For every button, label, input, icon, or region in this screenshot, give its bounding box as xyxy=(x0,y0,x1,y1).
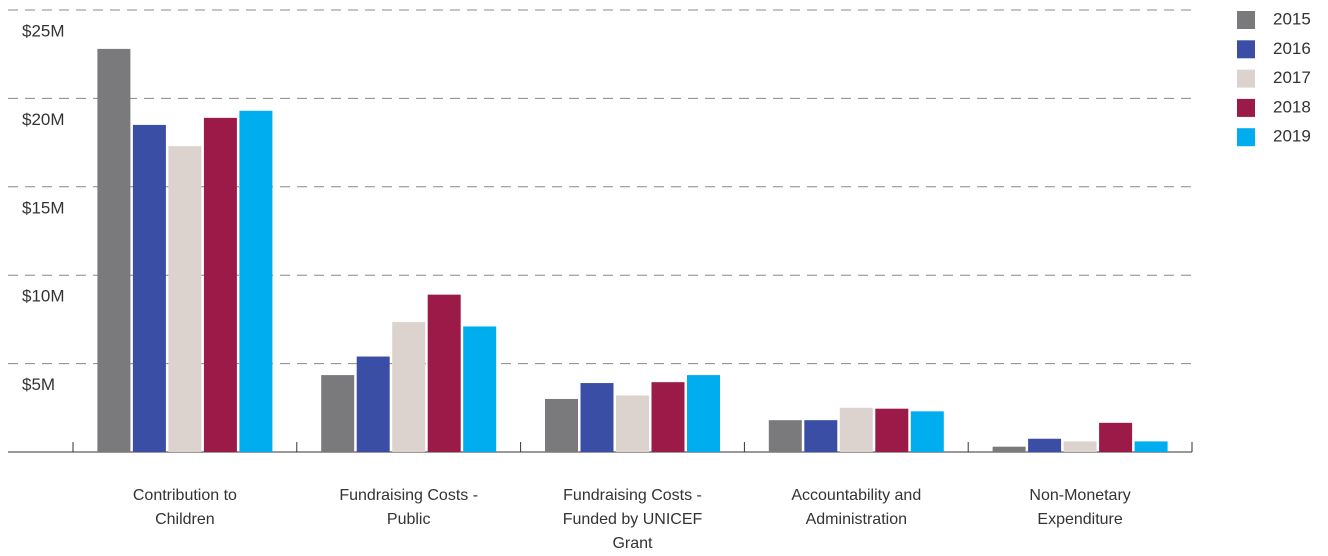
bar xyxy=(427,294,461,452)
bar xyxy=(239,110,273,452)
bar xyxy=(97,48,131,453)
legend-label: 2015 xyxy=(1273,9,1311,28)
legend-swatch xyxy=(1237,40,1255,59)
bar xyxy=(1099,422,1133,452)
bar xyxy=(687,375,720,452)
legend-swatch xyxy=(1237,128,1255,147)
y-tick-label: $10M xyxy=(22,287,65,306)
bar xyxy=(321,375,355,452)
bar xyxy=(875,408,909,452)
bar xyxy=(1063,441,1097,452)
bar xyxy=(168,146,202,453)
legend-label: 2019 xyxy=(1273,127,1311,146)
y-tick-label: $15M xyxy=(22,198,65,217)
bar xyxy=(616,395,649,452)
legend-swatch xyxy=(1237,11,1255,29)
x-tick-label: Fundraising Costs - Public xyxy=(339,487,479,528)
bar xyxy=(356,356,390,452)
legend-label: 2016 xyxy=(1273,39,1311,58)
bar xyxy=(992,446,1026,452)
bar xyxy=(392,322,426,452)
y-tick-label: $20M xyxy=(22,110,65,129)
y-tick-label: $5M xyxy=(22,375,55,394)
legend-label: 2018 xyxy=(1273,97,1311,116)
bar xyxy=(1028,438,1062,452)
legend-label: 2017 xyxy=(1273,68,1311,87)
x-tick-label: Contribution to Children xyxy=(132,487,237,528)
x-tick-label: Fundraising Costs - Funded by UNICEF Gra… xyxy=(562,487,703,552)
x-tick-label: Accountability and Administration xyxy=(791,487,922,528)
bar xyxy=(1134,441,1168,452)
x-tick-label: Non-Monetary Expenditure xyxy=(1029,487,1131,528)
bar xyxy=(580,383,614,452)
bar xyxy=(768,420,802,452)
bar xyxy=(839,407,873,452)
bar xyxy=(545,398,578,452)
bar xyxy=(132,124,166,453)
bar xyxy=(651,382,685,452)
bar xyxy=(203,117,237,453)
legend-swatch xyxy=(1237,69,1255,88)
bar xyxy=(910,411,944,452)
bar xyxy=(804,420,838,452)
bar xyxy=(463,326,497,452)
y-tick-label: $25M xyxy=(22,21,65,40)
legend-swatch xyxy=(1237,98,1255,117)
